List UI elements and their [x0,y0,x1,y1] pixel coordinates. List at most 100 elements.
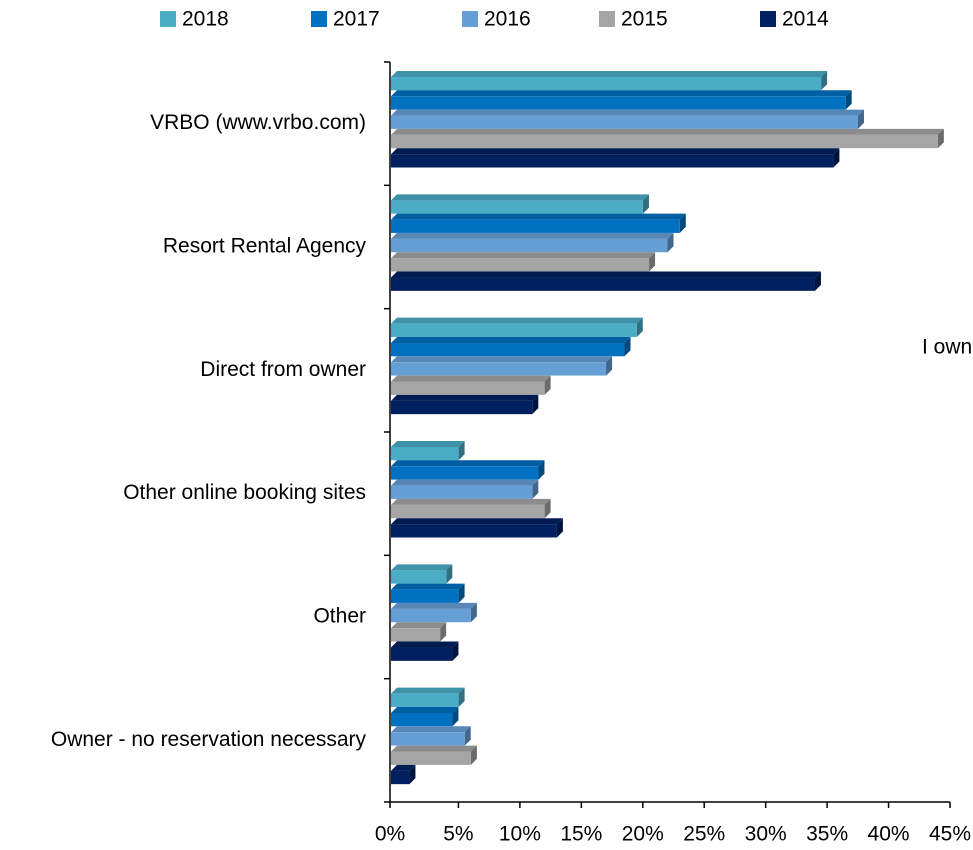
bar-side [845,90,852,110]
legend-swatch [311,11,327,27]
bar [391,712,453,727]
bar-side [532,394,539,415]
bar [391,342,625,357]
bar [391,400,533,415]
bar-side [544,498,551,519]
bar [391,589,459,603]
legend-swatch [599,11,615,27]
bar-side [544,375,551,395]
bar-top [391,336,631,343]
category-label: Other [313,605,366,628]
bar-side [679,213,686,233]
category-label: Owner - no reservation necessary [51,728,367,751]
bar [391,647,453,661]
bar-top [391,518,563,525]
bar-side [821,71,828,91]
bar-side [458,583,465,603]
bar [391,608,471,623]
bar [391,628,441,642]
x-tick-label: 15% [560,823,602,846]
bar-side [470,602,477,623]
bar-top [391,726,471,733]
x-tick-label: 35% [806,823,848,846]
bar-side [532,479,539,499]
bar-top [391,441,465,447]
x-tick-label: 40% [868,823,910,846]
bar-top [391,71,828,77]
bar-top [391,479,539,486]
bar-side [470,745,477,765]
x-tick-label: 45% [929,823,971,846]
bar-side [937,128,944,149]
bar [391,524,557,538]
bar [391,466,539,480]
category-label: Direct from owner [200,358,366,381]
bar-side [642,194,649,214]
bar-top [391,460,545,467]
bar-top [391,317,643,324]
bar-top [391,128,944,135]
bar-top [391,213,686,220]
bar-top [391,194,649,201]
bar-side [833,148,840,168]
x-tick-label: 10% [499,823,541,846]
legend-swatch [462,11,478,27]
bar-top [391,745,477,752]
bar [391,219,680,233]
bar [391,504,545,519]
bar-top [391,148,840,155]
bar-side [556,518,563,538]
bar-side [814,271,821,291]
bar-side [636,317,643,337]
x-tick-label: 30% [745,823,787,846]
legend-label: 2017 [333,8,380,31]
legend-label: 2018 [182,8,229,31]
bar [391,154,834,168]
bar-top [391,498,551,505]
bar-side [667,232,674,253]
bar-side [458,441,465,461]
bar-side [446,564,453,584]
bar [391,277,815,291]
legend-label: 2014 [782,8,829,31]
bar [391,238,668,253]
bar-side [857,109,864,129]
bar-top [391,641,459,648]
bar-top [391,602,477,609]
bar-top [391,583,465,590]
bar [391,447,459,461]
bar [391,693,459,707]
category-label: Other online booking sites [123,481,366,504]
bar [391,323,637,337]
legend-label: 2016 [484,8,531,31]
bar [391,115,858,129]
bar-side [409,764,416,785]
x-tick-label: 25% [683,823,725,846]
legend-label: 2015 [621,8,668,31]
bar [391,570,447,584]
category-label: Resort Rental Agency [163,235,367,258]
legend-swatch [160,11,176,27]
bar-side [464,726,471,746]
bar-side [624,336,631,357]
x-tick-label: 20% [622,823,664,846]
bar-top [391,564,453,571]
bar-top [391,356,613,363]
bar-top [391,252,656,259]
bar [391,485,533,499]
bar [391,134,938,149]
bar [391,381,545,395]
bar-side [458,687,465,707]
bar-top [391,687,465,694]
bar-top [391,109,864,116]
bar-side [538,460,545,480]
bar [391,751,471,765]
bar-top [391,622,447,629]
bar [391,96,846,110]
bar-side [440,622,447,642]
bar [391,732,465,746]
bar-top [391,375,551,382]
legend-swatch [760,11,776,27]
bar [391,77,822,91]
